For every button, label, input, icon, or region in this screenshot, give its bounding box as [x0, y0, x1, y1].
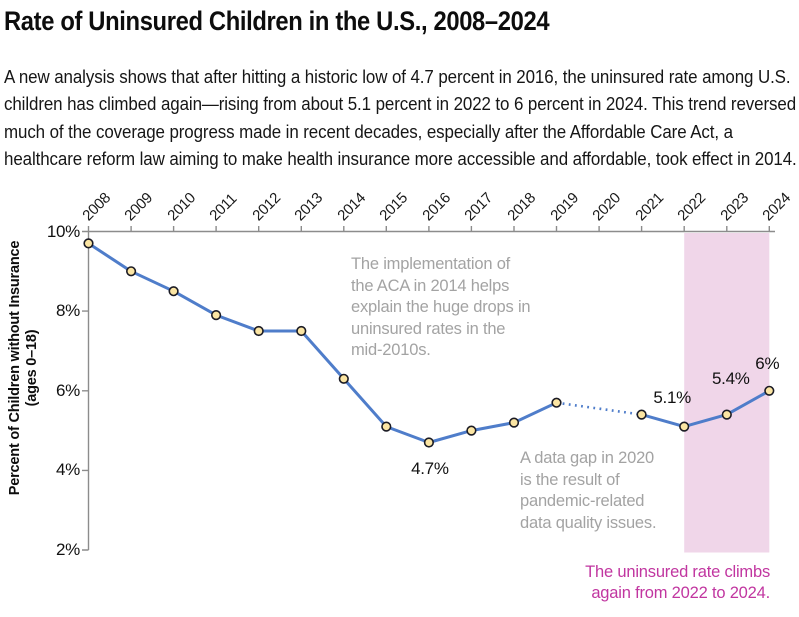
y-tick-label: 8%	[56, 301, 80, 321]
data-point-marker	[381, 421, 392, 432]
data-point-marker	[338, 373, 349, 384]
series-line-solid-pre-gap	[87, 242, 558, 444]
annotation-aca-2014: The implementation of the ACA in 2014 he…	[351, 255, 531, 359]
series-line-solid-post-gap	[641, 389, 771, 429]
y-axis-title-line1: Percent of Children without Insurance	[7, 240, 23, 496]
data-point-label: 5.1%	[653, 387, 691, 407]
axes	[82, 226, 775, 551]
data-point-label: 5.4%	[712, 368, 750, 388]
annotation-rate-climbs: The uninsured rate climbs again from 202…	[585, 563, 770, 602]
y-tick-label: 10%	[46, 221, 80, 241]
data-point-marker	[423, 437, 435, 448]
data-point-marker	[508, 417, 520, 428]
data-point-marker	[211, 310, 222, 321]
data-point-label: 4.7%	[411, 458, 449, 478]
annotation-data-gap-2020: A data gap in 2020 is the result of pand…	[520, 449, 657, 532]
data-point-marker	[83, 238, 94, 249]
data-point-marker	[466, 425, 477, 436]
data-point-marker	[168, 286, 179, 297]
y-tick-label: 2%	[56, 540, 80, 559]
y-tick-label: 6%	[56, 380, 80, 400]
chart-title: Rate of Uninsured Children in the U.S., …	[4, 6, 550, 36]
data-point-marker	[551, 397, 562, 408]
data-point-marker	[721, 409, 732, 420]
highlight-band	[684, 233, 770, 553]
data-point-marker	[764, 385, 775, 396]
data-point-label: 6%	[755, 353, 780, 373]
y-tick-label: 4%	[56, 460, 80, 480]
data-point-marker	[679, 421, 690, 432]
data-point-marker	[253, 325, 264, 337]
chart-description: A new analysis shows that after hitting …	[4, 67, 797, 169]
data-point-marker	[296, 325, 307, 337]
data-point-marker	[636, 409, 647, 420]
data-point-marker	[126, 266, 137, 277]
series-line-dotted-gap	[556, 401, 642, 416]
